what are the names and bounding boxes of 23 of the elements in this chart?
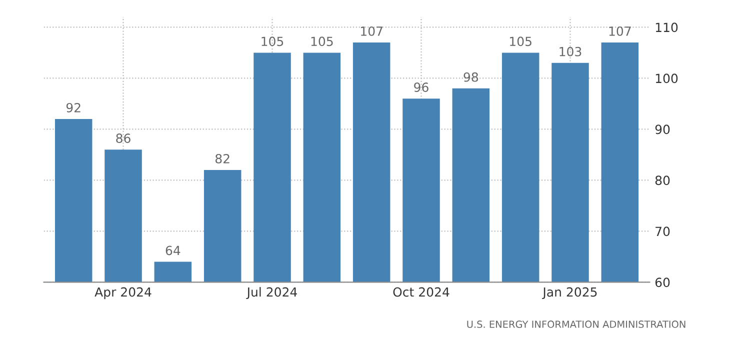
data-label: 103 (560, 46, 582, 56)
data-label: 105 (311, 36, 333, 46)
x-tick-label: Jul 2024 (246, 287, 297, 300)
y-tick-label: 110 (656, 22, 678, 32)
text: U.S. ENERGY INFORMATION ADMINISTRATION (467, 320, 686, 328)
data-label: 92 (66, 102, 80, 112)
y-tick-label: 90 (655, 124, 670, 134)
data-label: 105 (510, 36, 532, 46)
y-tick-label: 80 (655, 176, 670, 186)
data-label: 86 (116, 134, 130, 144)
x-tick-label: Apr 2024 (94, 287, 152, 300)
data-label: 105 (262, 36, 284, 46)
data-label: 64 (166, 246, 180, 256)
x-tick-label: Oct 2024 (393, 287, 450, 297)
y-tick-label: 70 (656, 226, 670, 236)
y-tick-label: 60 (655, 278, 670, 288)
data-label: 82 (215, 154, 230, 164)
data-label: 107 (609, 26, 631, 36)
data-label: 96 (414, 82, 428, 92)
data-label: 107 (361, 26, 382, 36)
y-tick-label: 100 (656, 74, 678, 84)
data-label: 98 (464, 72, 478, 82)
x-tick-label: Jan 2025 (542, 287, 597, 300)
